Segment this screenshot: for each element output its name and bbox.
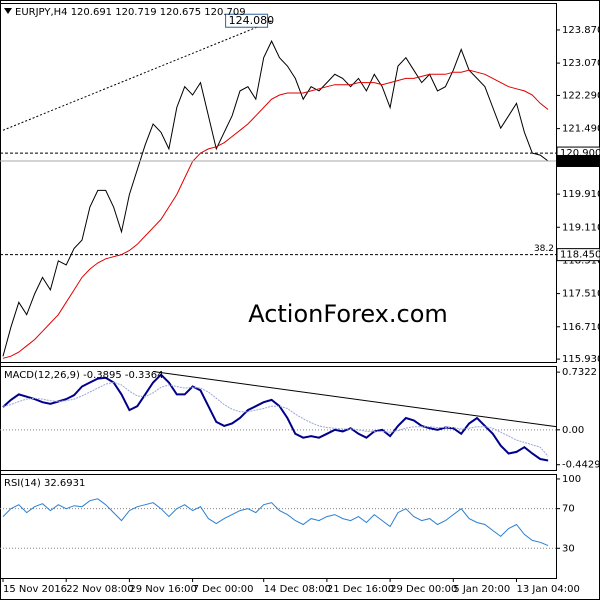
y-tick-label: 119.910	[562, 189, 600, 200]
level-label: 120.900	[560, 148, 600, 159]
y-tick-label: 0.7322	[562, 367, 597, 378]
x-tick-label: 22 Nov 08:00	[66, 584, 133, 595]
x-tick-label: 14 Dec 08:00	[264, 584, 331, 595]
series-line	[2, 381, 549, 457]
x-tick-label: 7 Dec 00:00	[193, 584, 254, 595]
y-tick-label: 100	[562, 474, 581, 485]
level-label: 118.450	[560, 250, 600, 261]
level-note: 38.2	[534, 244, 554, 254]
y-tick-label: 123.070	[562, 58, 600, 69]
x-tick-label: 15 Nov 2016	[3, 584, 67, 595]
y-tick-label: 70	[562, 504, 575, 515]
series-line	[2, 373, 549, 462]
x-tick-label: 29 Nov 16:00	[129, 584, 196, 595]
panel-title: EURJPY,H4 120.691 120.719 120.675 120.70…	[15, 7, 246, 18]
panel-title: RSI(14) 32.6931	[4, 478, 85, 489]
last-price-label: 120.709	[560, 156, 600, 167]
x-tick-label: 21 Dec 16:00	[327, 584, 394, 595]
panel	[0, 474, 557, 579]
high-label-box	[225, 13, 269, 28]
x-tick-label: 13 Jan 04:00	[517, 584, 580, 595]
y-tick-label: -0.4429	[562, 460, 600, 471]
trend-line	[2, 20, 272, 131]
symbol-icon	[4, 8, 12, 14]
y-tick-label: 30	[562, 543, 575, 554]
y-tick-label: 115.930	[562, 354, 600, 365]
trend-line	[153, 371, 557, 428]
series-line	[2, 39, 549, 357]
last-price-box	[557, 154, 600, 167]
series-line	[2, 498, 549, 547]
x-tick-label: 5 Jan 20:00	[453, 584, 510, 595]
watermark: ActionForex.com	[248, 300, 448, 328]
series-line	[2, 69, 549, 359]
y-tick-label: 116.710	[562, 322, 600, 333]
x-tick-label: 29 Dec 00:00	[390, 584, 457, 595]
y-tick-label: 119.110	[562, 222, 600, 233]
panel	[0, 3, 557, 363]
y-tick-label: 121.490	[562, 124, 600, 135]
y-tick-label: 123.870	[562, 25, 600, 36]
panel-title: MACD(12,26,9) -0.3895 -0.3364	[4, 370, 164, 381]
panel	[0, 366, 557, 471]
y-tick-label: 122.290	[562, 90, 600, 101]
high-label: 124.080	[229, 14, 274, 27]
y-tick-label: 117.510	[562, 289, 600, 300]
level-label-box	[556, 248, 600, 262]
y-tick-label: 0.00	[562, 425, 584, 436]
